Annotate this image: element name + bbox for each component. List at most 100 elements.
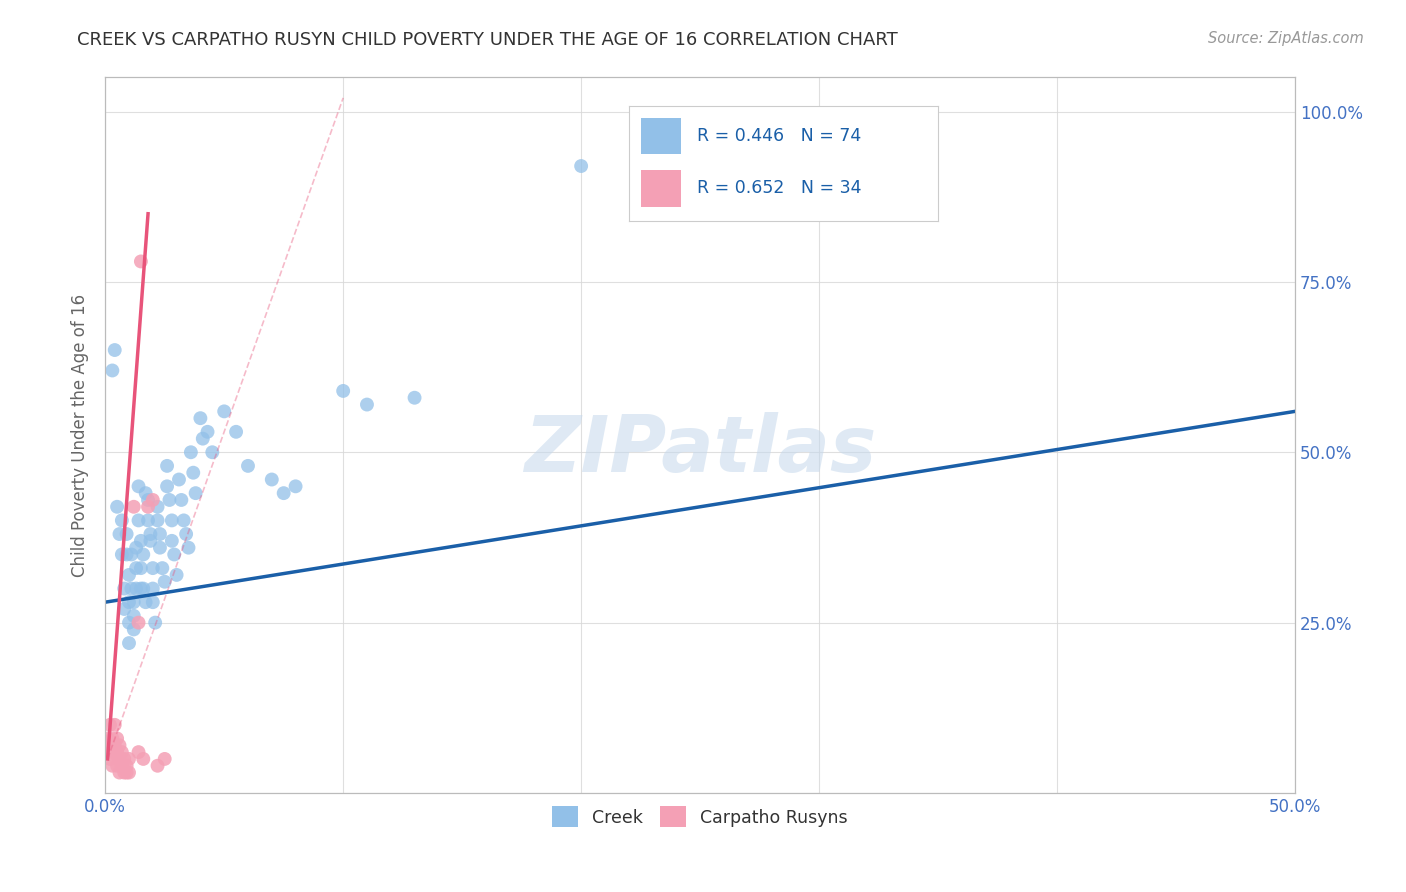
Point — [129, 533, 152, 548]
Point — [122, 500, 145, 514]
Point — [105, 500, 128, 514]
Point — [115, 527, 138, 541]
Point — [146, 758, 169, 772]
Point — [105, 731, 128, 746]
Point — [111, 548, 134, 562]
Point — [115, 548, 138, 562]
Point — [115, 758, 138, 772]
Point — [177, 541, 200, 555]
Point — [129, 561, 152, 575]
Point — [135, 486, 157, 500]
Point — [129, 582, 152, 596]
Y-axis label: Child Poverty Under the Age of 16: Child Poverty Under the Age of 16 — [72, 293, 89, 577]
Point — [104, 745, 127, 759]
Point — [98, 752, 121, 766]
Point — [118, 595, 141, 609]
Point — [128, 615, 150, 630]
Point — [120, 548, 142, 562]
Point — [112, 602, 135, 616]
Point — [160, 533, 183, 548]
Point — [122, 595, 145, 609]
Point — [105, 758, 128, 772]
Point — [118, 636, 141, 650]
Point — [97, 745, 120, 759]
Point — [184, 486, 207, 500]
Point — [120, 582, 142, 596]
Point — [104, 718, 127, 732]
Point — [101, 758, 124, 772]
Text: Source: ZipAtlas.com: Source: ZipAtlas.com — [1208, 31, 1364, 46]
Point — [174, 527, 197, 541]
Point — [149, 527, 172, 541]
Point — [129, 254, 152, 268]
Point — [197, 425, 219, 439]
Point — [136, 492, 159, 507]
Point — [163, 548, 186, 562]
Point — [160, 513, 183, 527]
Point — [101, 731, 124, 746]
Point — [225, 425, 247, 439]
Point — [108, 765, 131, 780]
Point — [236, 458, 259, 473]
Point — [260, 473, 283, 487]
Point — [170, 492, 193, 507]
Point — [146, 500, 169, 514]
Point — [332, 384, 354, 398]
Point — [404, 391, 426, 405]
Point — [97, 731, 120, 746]
Point — [149, 541, 172, 555]
Point — [139, 527, 162, 541]
Point — [132, 752, 155, 766]
Point — [118, 568, 141, 582]
Point — [146, 513, 169, 527]
Point — [356, 398, 378, 412]
Point — [122, 623, 145, 637]
Point — [132, 548, 155, 562]
Point — [118, 765, 141, 780]
Point — [569, 159, 592, 173]
Point — [118, 752, 141, 766]
Point — [153, 574, 176, 589]
Point — [156, 479, 179, 493]
Point — [201, 445, 224, 459]
Point — [108, 739, 131, 753]
Point — [132, 582, 155, 596]
Point — [150, 561, 173, 575]
Point — [128, 745, 150, 759]
Point — [142, 492, 165, 507]
Point — [142, 595, 165, 609]
Point — [125, 582, 148, 596]
Point — [142, 561, 165, 575]
Point — [136, 513, 159, 527]
Point — [159, 492, 181, 507]
Point — [284, 479, 307, 493]
Point — [156, 458, 179, 473]
Point — [125, 561, 148, 575]
Point — [108, 752, 131, 766]
Text: CREEK VS CARPATHO RUSYN CHILD POVERTY UNDER THE AGE OF 16 CORRELATION CHART: CREEK VS CARPATHO RUSYN CHILD POVERTY UN… — [77, 31, 898, 49]
Point — [128, 513, 150, 527]
Point — [112, 752, 135, 766]
Point — [111, 758, 134, 772]
Point — [142, 582, 165, 596]
Point — [212, 404, 235, 418]
Point — [136, 500, 159, 514]
Point — [98, 739, 121, 753]
Point — [104, 739, 127, 753]
Point — [190, 411, 212, 425]
Point — [143, 615, 166, 630]
Point — [273, 486, 295, 500]
Point — [118, 615, 141, 630]
Point — [111, 513, 134, 527]
Point — [153, 752, 176, 766]
Point — [135, 595, 157, 609]
Point — [98, 718, 121, 732]
Point — [167, 473, 190, 487]
Point — [139, 533, 162, 548]
Point — [112, 765, 135, 780]
Point — [108, 527, 131, 541]
Point — [122, 608, 145, 623]
Point — [166, 568, 188, 582]
Point — [125, 541, 148, 555]
Point — [111, 745, 134, 759]
